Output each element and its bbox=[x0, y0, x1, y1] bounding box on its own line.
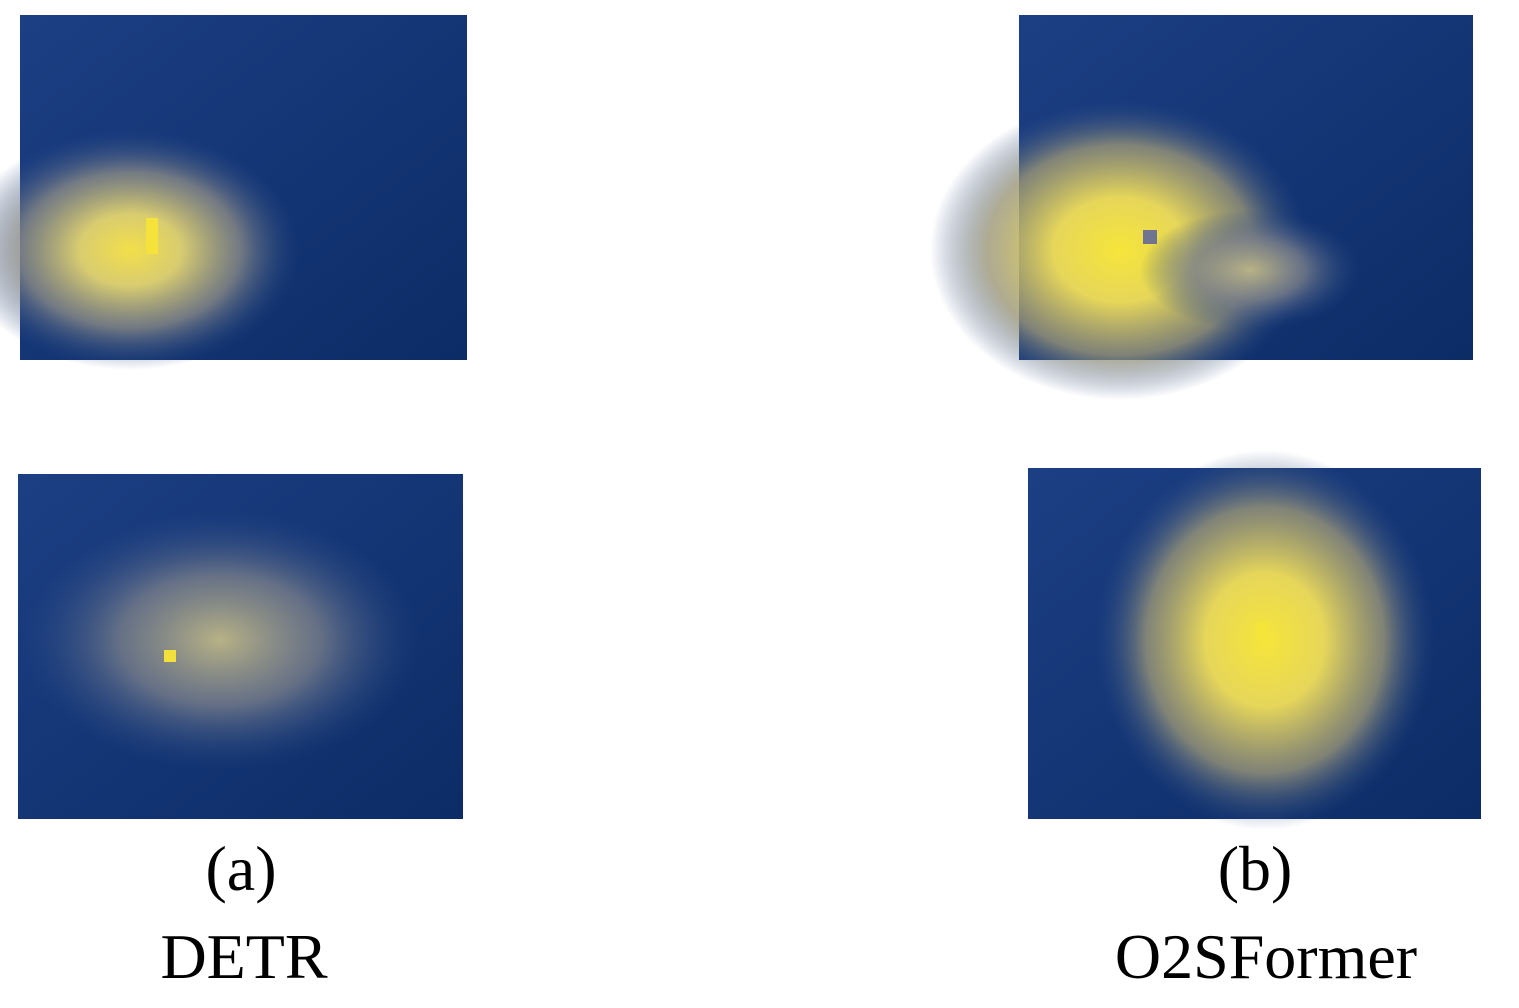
panel-label: (b) bbox=[1218, 833, 1293, 904]
panel-name: DETR bbox=[160, 921, 327, 992]
panel-name: O2SFormer bbox=[1115, 921, 1417, 992]
panel-label: (a) bbox=[205, 833, 276, 904]
heatmap-bottom-right bbox=[1028, 450, 1481, 830]
heatmap-top-right bbox=[930, 15, 1473, 400]
heatmap-top-left bbox=[0, 15, 467, 370]
heatmap-bottom-left bbox=[18, 474, 463, 819]
